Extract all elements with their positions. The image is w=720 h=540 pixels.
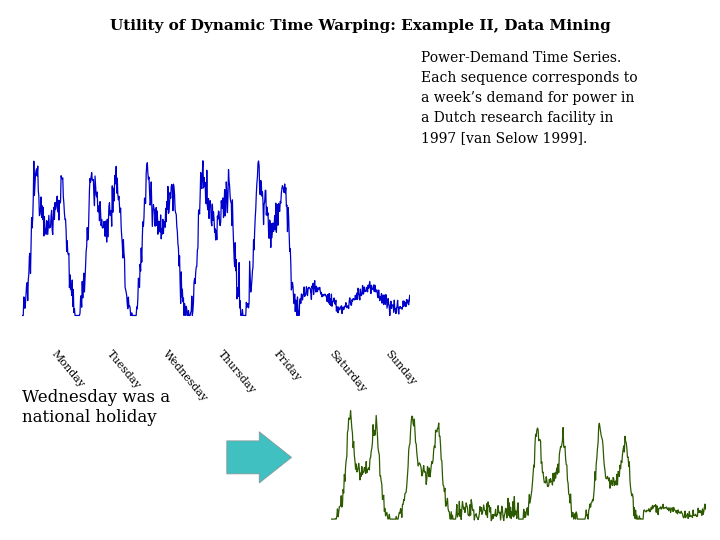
Text: Saturday: Saturday bbox=[327, 348, 368, 394]
Text: Wednesday: Wednesday bbox=[161, 348, 209, 403]
Text: Monday: Monday bbox=[50, 348, 86, 389]
Text: Sunday: Sunday bbox=[382, 348, 418, 387]
Text: Power-Demand Time Series.
Each sequence corresponds to
a week’s demand for power: Power-Demand Time Series. Each sequence … bbox=[421, 51, 638, 145]
Text: Friday: Friday bbox=[271, 348, 302, 383]
Text: Thursday: Thursday bbox=[216, 348, 258, 395]
Text: Utility of Dynamic Time Warping: Example II, Data Mining: Utility of Dynamic Time Warping: Example… bbox=[109, 19, 611, 33]
Text: Wednesday was a
national holiday: Wednesday was a national holiday bbox=[22, 389, 170, 426]
FancyArrow shape bbox=[227, 431, 292, 483]
Text: Tuesday: Tuesday bbox=[105, 348, 143, 390]
